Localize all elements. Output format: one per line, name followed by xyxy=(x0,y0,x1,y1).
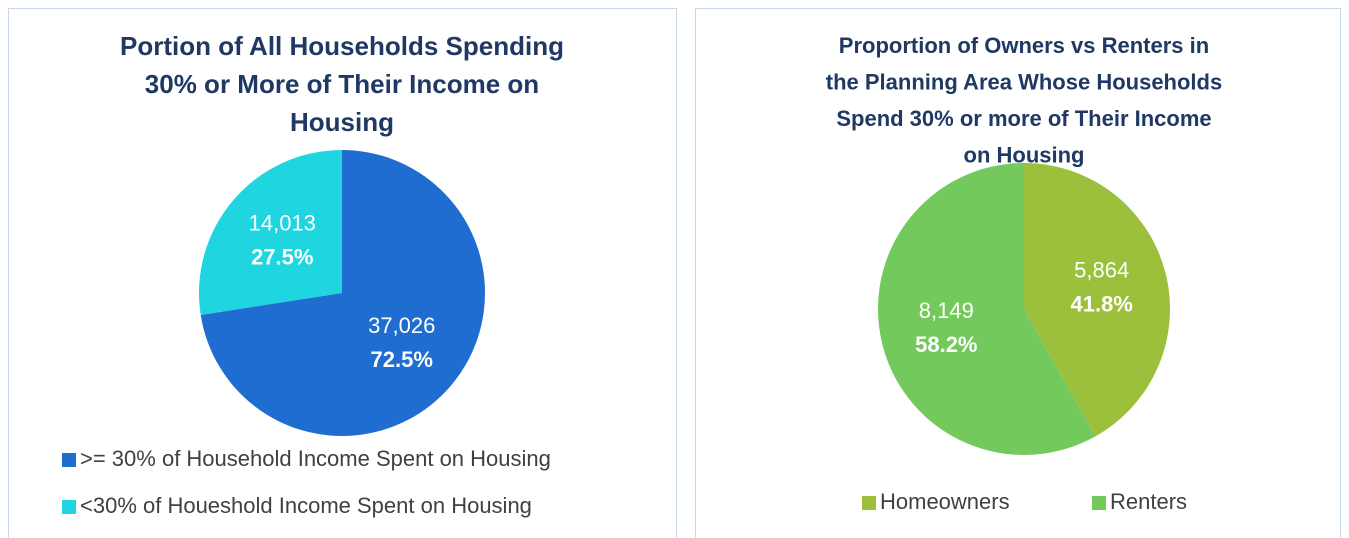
value-label: 14,013 xyxy=(249,211,316,236)
percent-label: 41.8% xyxy=(1070,291,1132,316)
legend-swatch xyxy=(862,496,876,510)
pie-slice xyxy=(1024,163,1171,437)
legend-label: Renters xyxy=(1110,489,1187,514)
pie-slice xyxy=(198,150,342,315)
legend-label: >= 30% of Household Income Spent on Hous… xyxy=(80,446,551,471)
percent-label: 72.5% xyxy=(371,347,433,372)
legend-label: <30% of Houeshold Income Spent on Housin… xyxy=(80,493,532,518)
pie-slice xyxy=(200,150,485,436)
chart-title: 30% or More of Their Income on xyxy=(145,69,539,99)
chart-title: Housing xyxy=(290,107,394,137)
legend-swatch xyxy=(62,500,76,514)
chart-title: Portion of All Households Spending xyxy=(120,31,564,61)
chart-title: the Planning Area Whose Households xyxy=(826,69,1222,94)
chart-title: Proportion of Owners vs Renters in xyxy=(839,33,1209,58)
value-label: 37,026 xyxy=(368,313,435,338)
value-label: 5,864 xyxy=(1074,257,1129,282)
percent-label: 58.2% xyxy=(915,332,977,357)
pie-slice xyxy=(877,163,1096,455)
percent-label: 27.5% xyxy=(251,245,313,270)
value-label: 8,149 xyxy=(919,298,974,323)
chart-title: Spend 30% or more of Their Income xyxy=(836,106,1211,131)
legend-swatch xyxy=(1092,496,1106,510)
legend-swatch xyxy=(62,453,76,467)
legend-label: Homeowners xyxy=(880,489,1010,514)
